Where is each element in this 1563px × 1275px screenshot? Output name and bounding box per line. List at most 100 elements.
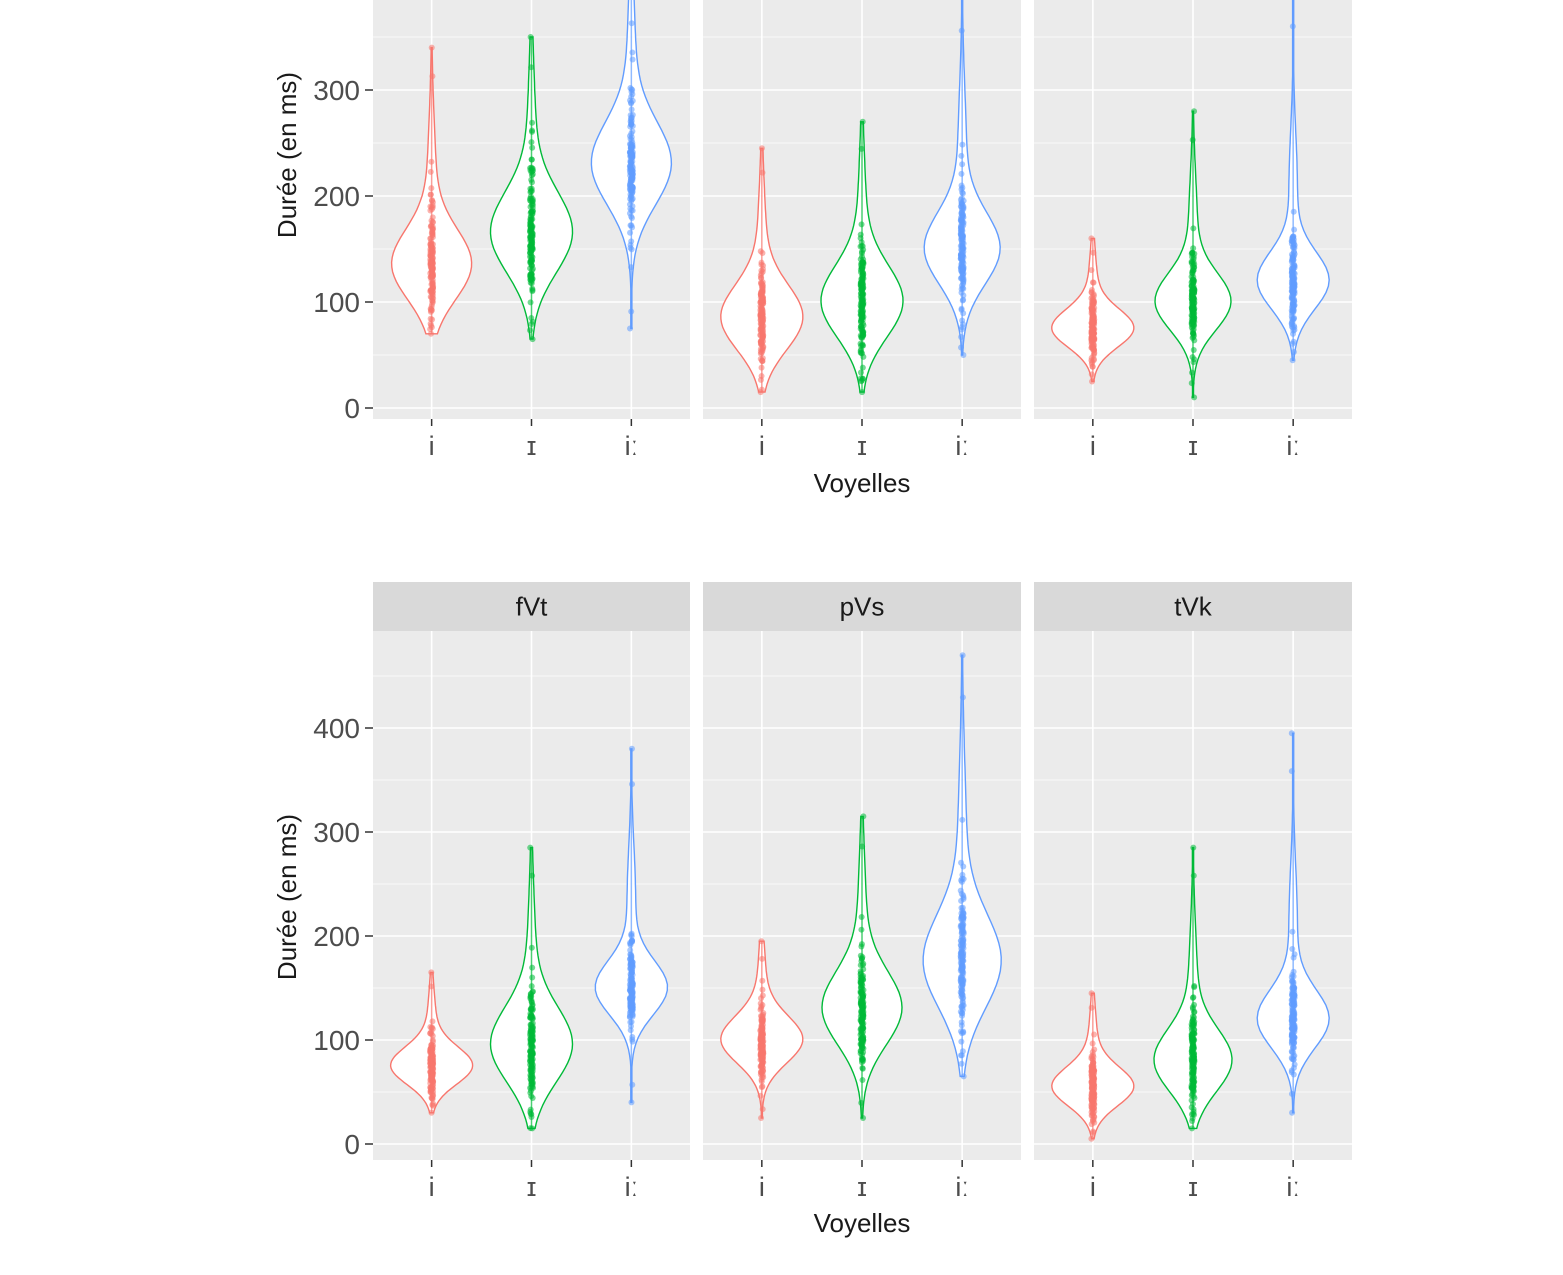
- data-point: [1090, 308, 1097, 315]
- data-point: [757, 339, 764, 346]
- facet-panel-1-3: i ɪ iː: [1034, 0, 1352, 461]
- data-point: [958, 214, 965, 221]
- facet-panel-1-1: i ɪ iː: [373, 0, 690, 461]
- data-point: [960, 928, 967, 935]
- data-point: [1289, 1026, 1296, 1033]
- data-point: [527, 299, 534, 306]
- data-point: [1289, 1109, 1296, 1116]
- y-tick-label: 100: [313, 1025, 360, 1056]
- x-tick-label: iː: [625, 1172, 639, 1202]
- data-point: [857, 375, 864, 382]
- data-point: [427, 1024, 434, 1031]
- data-point: [1090, 292, 1097, 299]
- x-tick-label: i: [1090, 1172, 1096, 1202]
- data-point: [1290, 1000, 1297, 1007]
- x-tick-label: iː: [1286, 431, 1300, 461]
- data-point: [859, 316, 866, 323]
- data-point: [860, 1115, 867, 1121]
- data-point: [429, 1082, 436, 1089]
- data-point: [757, 1035, 764, 1042]
- data-point: [629, 981, 636, 988]
- data-point: [1188, 1104, 1195, 1111]
- data-point: [627, 195, 634, 202]
- data-point: [629, 1081, 636, 1088]
- data-point: [859, 364, 866, 371]
- x-tick-label: i: [429, 431, 435, 461]
- facet-panel-1-2: i ɪ iː: [703, 0, 1021, 461]
- data-point: [1189, 1069, 1196, 1076]
- data-point: [427, 315, 434, 322]
- facet-strip-label: pVs: [840, 592, 885, 622]
- data-point: [429, 289, 436, 296]
- data-point: [627, 158, 634, 165]
- data-point: [1189, 1118, 1196, 1125]
- data-point: [757, 1092, 764, 1099]
- data-point: [1288, 768, 1295, 775]
- x-tick-label: iː: [955, 431, 969, 461]
- data-point: [429, 254, 436, 261]
- y-tick-label: 0: [344, 1129, 360, 1160]
- data-point: [1291, 1009, 1298, 1016]
- data-point: [960, 285, 967, 292]
- data-point: [960, 292, 967, 299]
- data-point: [958, 344, 965, 351]
- facet-strip: [1034, 582, 1352, 631]
- data-point: [1188, 380, 1195, 387]
- y-tick-label: 200: [313, 181, 360, 212]
- data-point: [1188, 1033, 1195, 1040]
- data-point: [958, 945, 965, 952]
- y-tick-label: 400: [313, 713, 360, 744]
- facet-strip: [703, 582, 1021, 631]
- data-point: [629, 49, 636, 56]
- data-point: [1289, 946, 1296, 953]
- data-point: [757, 272, 764, 279]
- data-point: [1291, 302, 1298, 309]
- chart-row-1: i ɪ iː i ɪ iː i ɪ iː 0 100 200 300 Voyelles Durée (en …: [272, 0, 1352, 498]
- facet-strip-label: tVk: [1174, 592, 1213, 622]
- data-point: [627, 971, 634, 978]
- data-point: [757, 355, 764, 362]
- x-tick-label: ɪ: [857, 1172, 867, 1202]
- facet-panel-2-1: fVt i ɪ iː: [373, 582, 690, 1202]
- data-point: [858, 1099, 865, 1106]
- data-point: [958, 333, 965, 340]
- data-point: [1088, 371, 1095, 378]
- x-tick-label: iː: [1286, 1172, 1300, 1202]
- data-point: [958, 1038, 965, 1045]
- data-point: [527, 1125, 534, 1132]
- x-tick-label: ɪ: [857, 431, 867, 461]
- x-tick-label: iː: [955, 1172, 969, 1202]
- data-point: [1188, 1125, 1195, 1132]
- data-point: [627, 942, 634, 949]
- data-point: [627, 222, 634, 229]
- data-point: [527, 1006, 534, 1013]
- data-point: [429, 281, 436, 288]
- data-point: [527, 242, 534, 249]
- data-point: [1291, 226, 1298, 233]
- data-point: [529, 1063, 536, 1070]
- data-point: [427, 243, 434, 250]
- x-tick-label: ɪ: [527, 431, 537, 461]
- facet-strip: [373, 582, 690, 631]
- data-point: [1189, 303, 1196, 310]
- data-point: [1088, 1004, 1095, 1011]
- data-point: [527, 844, 534, 851]
- facet-strip-label: fVt: [516, 592, 549, 622]
- data-point: [757, 350, 764, 357]
- data-point: [529, 208, 536, 215]
- data-point: [427, 168, 434, 175]
- data-point: [429, 214, 436, 221]
- data-point: [627, 123, 634, 130]
- data-point: [759, 1071, 766, 1078]
- data-point: [857, 347, 864, 354]
- data-point: [527, 259, 534, 266]
- y-axis-title: Durée (en ms): [272, 72, 302, 238]
- data-point: [1088, 317, 1095, 324]
- data-point: [757, 1051, 764, 1058]
- x-axis-title: Voyelles: [814, 1208, 911, 1238]
- data-point: [529, 1050, 536, 1057]
- data-point: [1191, 982, 1198, 989]
- data-point: [527, 34, 534, 40]
- data-point: [757, 248, 764, 255]
- data-point: [958, 859, 965, 866]
